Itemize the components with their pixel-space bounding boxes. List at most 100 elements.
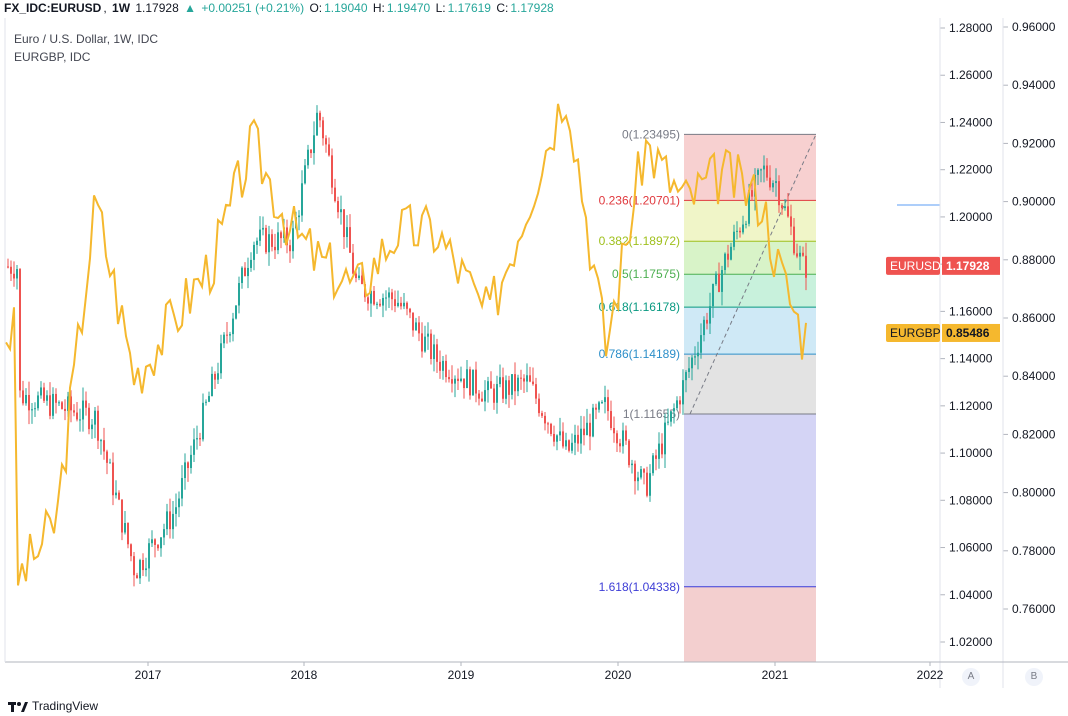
candle-body	[244, 267, 246, 277]
candle-body	[373, 290, 375, 305]
candle-body	[103, 440, 105, 452]
axis-b-label: 0.94000	[1012, 78, 1056, 92]
candle-body	[94, 410, 96, 425]
eurusd-price-badge: EURUSD 1.17928	[886, 256, 1000, 275]
candle-body	[751, 190, 753, 197]
main-series-legend[interactable]: Euro / U.S. Dollar, 1W, IDC	[14, 32, 159, 46]
candle-body	[208, 396, 210, 402]
candle-body	[733, 231, 735, 247]
time-axis[interactable]: 2017 2018 2019 2020 2021 2022	[135, 662, 944, 682]
candle-body	[91, 424, 93, 430]
candle-body	[226, 334, 228, 336]
fib-trend-line	[689, 134, 817, 415]
candle-body	[802, 252, 804, 256]
candle-body	[184, 462, 186, 479]
candle-body	[46, 395, 48, 401]
candle-body	[157, 544, 159, 549]
axis-b-label: 0.84000	[1012, 369, 1056, 383]
candle-body	[511, 374, 513, 395]
secondary-series-legend[interactable]: EURGBP, IDC	[14, 50, 91, 64]
axis-a-label: 1.26000	[949, 68, 993, 82]
candle-body	[565, 440, 567, 447]
candle-body	[337, 201, 339, 213]
axis-a-label: 1.16000	[949, 304, 993, 318]
price-change: +0.00251 (+0.21%)	[201, 1, 305, 15]
candle-body	[202, 402, 204, 440]
candle-body	[706, 319, 708, 324]
candle-body	[193, 439, 195, 455]
candle-body	[799, 252, 801, 257]
candle-body	[277, 232, 279, 251]
candle-body	[442, 360, 444, 371]
tradingview-logo[interactable]: TradingView	[8, 699, 98, 713]
candle-body	[427, 333, 429, 337]
eurgbp-price-badge-name: EURGBP	[890, 326, 941, 340]
candle-body	[625, 430, 627, 441]
axis-a-label: 1.28000	[949, 21, 993, 35]
candle-body	[121, 499, 123, 533]
candle-body	[775, 181, 777, 184]
candle-body	[253, 244, 255, 260]
scale-a-button[interactable]: A	[962, 668, 980, 686]
eurgbp-line	[5, 103, 807, 586]
candle-body	[430, 333, 432, 360]
candle-body	[10, 266, 12, 274]
candle-body	[163, 529, 165, 538]
eurusd-price-badge-value: 1.17928	[946, 259, 990, 273]
candle-body	[571, 442, 573, 451]
candle-body	[313, 135, 315, 154]
candle-body	[367, 297, 369, 304]
candle-body	[655, 455, 657, 459]
scale-b-button[interactable]: B	[1025, 668, 1043, 686]
candle-body	[649, 473, 651, 496]
candle-body	[526, 375, 528, 382]
candle-body	[604, 397, 606, 403]
price-axes[interactable]: 1.280001.260001.240001.220001.200001.180…	[4, 18, 1068, 688]
interval[interactable]: 1W	[112, 1, 131, 15]
high-value: 1.19470	[386, 1, 431, 15]
candle-body	[82, 400, 84, 420]
candle-body	[439, 361, 441, 371]
candle-body	[607, 397, 609, 412]
candle-body	[241, 267, 243, 284]
candle-body	[250, 259, 252, 268]
open-value: 1.19040	[324, 1, 368, 15]
candle-body	[286, 227, 288, 246]
symbol-name[interactable]: FX_IDC:EURUSD	[4, 1, 102, 15]
candle-body	[19, 269, 21, 391]
eurusd-price-badge-bg	[886, 256, 940, 275]
candle-body	[175, 507, 177, 514]
candle-body	[223, 334, 225, 344]
candle-body	[43, 387, 45, 401]
candle-body	[712, 284, 714, 307]
candle-body	[289, 245, 291, 252]
candle-body	[574, 434, 576, 443]
candle-body	[505, 380, 507, 399]
candle-body	[409, 308, 411, 313]
candle-body	[151, 539, 153, 544]
candle-body	[478, 393, 480, 399]
candle-body	[709, 306, 711, 324]
axis-b-label: 0.86000	[1012, 311, 1056, 325]
candle-body	[136, 575, 138, 579]
candle-body	[529, 375, 531, 382]
candle-body	[64, 408, 66, 411]
axis-a-label: 1.02000	[949, 635, 993, 649]
candle-body	[229, 334, 231, 336]
candle-body	[130, 544, 132, 557]
candle-body	[637, 477, 639, 482]
candle-body	[688, 368, 690, 373]
axis-b-label: 0.82000	[1012, 427, 1056, 441]
candle-body	[187, 462, 189, 469]
candle-body	[265, 227, 267, 253]
candle-body	[304, 165, 306, 184]
candle-body	[616, 433, 618, 444]
candle-body	[577, 434, 579, 444]
candle-body	[448, 377, 450, 380]
candle-body	[514, 374, 516, 392]
eurgbp-price-badge-value: 0.85486	[946, 326, 990, 340]
candle-body	[352, 252, 354, 274]
candle-body	[451, 379, 453, 384]
candle-body	[280, 232, 282, 239]
